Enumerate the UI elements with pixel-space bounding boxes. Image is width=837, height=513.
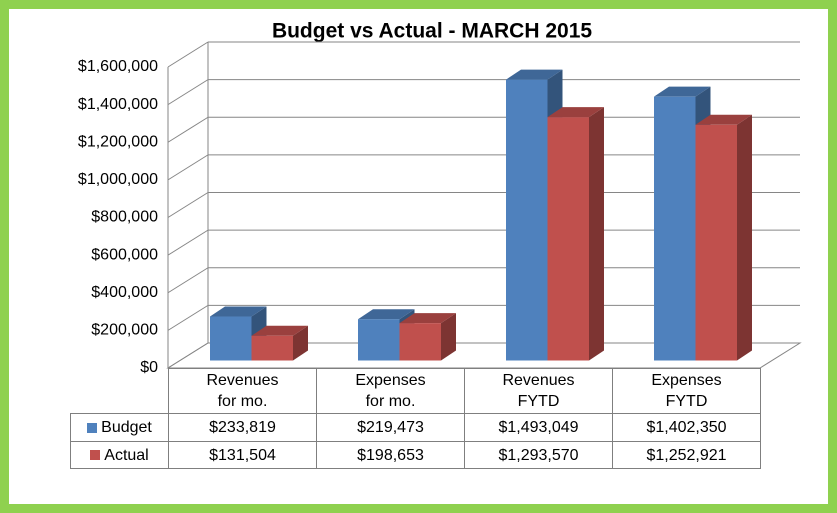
grid-line-side	[167, 304, 209, 331]
bar	[358, 319, 400, 361]
bar-top	[506, 69, 563, 80]
y-tick-label: $400,000	[91, 284, 158, 301]
bar-side	[737, 114, 752, 361]
bar	[695, 124, 737, 361]
bar-side	[293, 325, 308, 361]
y-tick-label: $1,000,000	[78, 171, 158, 188]
data-label: $198,653	[316, 441, 465, 469]
bar	[506, 79, 548, 361]
y-tick-label: $1,200,000	[78, 133, 158, 150]
y-tick-label: $1,400,000	[78, 96, 158, 113]
legend-entry: Actual	[70, 441, 169, 469]
bar	[399, 323, 441, 361]
y-tick-label: $200,000	[91, 322, 158, 339]
data-label: $233,819	[168, 413, 317, 442]
grid-line-side	[167, 116, 209, 143]
data-label: $131,504	[168, 441, 317, 469]
data-label: $1,402,350	[612, 413, 761, 442]
grid-line-side	[167, 41, 209, 68]
y-tick-label: $800,000	[91, 209, 158, 226]
y-tick-label: $1,600,000	[78, 58, 158, 75]
y-tick-label: $600,000	[91, 246, 158, 263]
bar-side	[441, 313, 456, 361]
y-tick-label: $0	[140, 359, 158, 376]
x-tick-label: Revenues FYTD	[464, 368, 613, 414]
bar	[547, 117, 589, 361]
bar	[210, 316, 252, 361]
legend-label: Actual	[104, 446, 149, 464]
grid-line-side	[167, 267, 209, 294]
data-label: $1,252,921	[612, 441, 761, 469]
legend-entry: Budget	[70, 413, 169, 442]
legend-key	[87, 422, 98, 433]
bar-side	[589, 107, 604, 361]
data-label: $1,293,570	[464, 441, 613, 469]
data-label: $1,493,049	[464, 413, 613, 442]
x-tick-label: Revenues for mo.	[168, 368, 317, 414]
grid-line-side	[167, 79, 209, 106]
bar	[251, 335, 293, 361]
bar-top	[210, 306, 267, 317]
legend-label: Budget	[101, 419, 152, 436]
bar	[654, 96, 696, 361]
bar-top	[399, 313, 456, 324]
grid-line-side	[167, 154, 209, 181]
grid-line-side	[167, 342, 209, 369]
bar-top	[251, 325, 308, 336]
grid-line-side	[167, 229, 209, 256]
grid-line-side	[167, 192, 209, 218]
bar-top	[358, 309, 415, 320]
bar-top	[547, 107, 604, 118]
x-tick-label: Expenses for mo.	[316, 368, 465, 414]
data-label: $219,473	[316, 413, 465, 442]
chart-title: Budget vs Actual - MARCH 2015	[272, 20, 592, 43]
bar-top	[654, 86, 711, 97]
bar-top	[695, 114, 752, 125]
legend-key	[90, 450, 101, 460]
x-tick-label: Expenses FYTD	[612, 368, 761, 414]
